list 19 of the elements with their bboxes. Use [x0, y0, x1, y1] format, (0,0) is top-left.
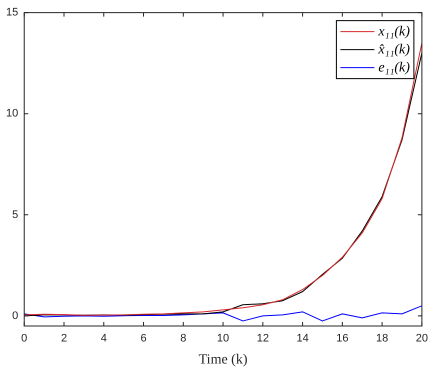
- y-tick-label: 0: [12, 310, 18, 322]
- x-tick-label: 8: [180, 332, 186, 345]
- x-tick-label: 6: [140, 332, 147, 345]
- x-tick-label: 4: [100, 332, 107, 345]
- x-tick-label: 18: [376, 332, 388, 345]
- y-tick-label: 5: [12, 208, 18, 221]
- x-tick-label: 10: [216, 332, 230, 345]
- x-tick-label: 0: [21, 332, 28, 345]
- x-tick-label: 14: [296, 332, 309, 345]
- x-tick-label: 16: [336, 332, 348, 345]
- legend-label: x̂₁₁(k): [377, 42, 410, 58]
- legend-label: x₁₁(k): [377, 24, 410, 40]
- legend-label: e₁₁(k): [378, 60, 410, 76]
- x-axis-title: Time (k): [198, 352, 248, 368]
- x-tick-label: 2: [60, 332, 68, 345]
- y-tick-label: 10: [6, 108, 18, 120]
- x-tick-label: 20: [416, 332, 428, 345]
- x-tick-label: 12: [256, 332, 269, 345]
- y-tick-label: 15: [6, 6, 18, 19]
